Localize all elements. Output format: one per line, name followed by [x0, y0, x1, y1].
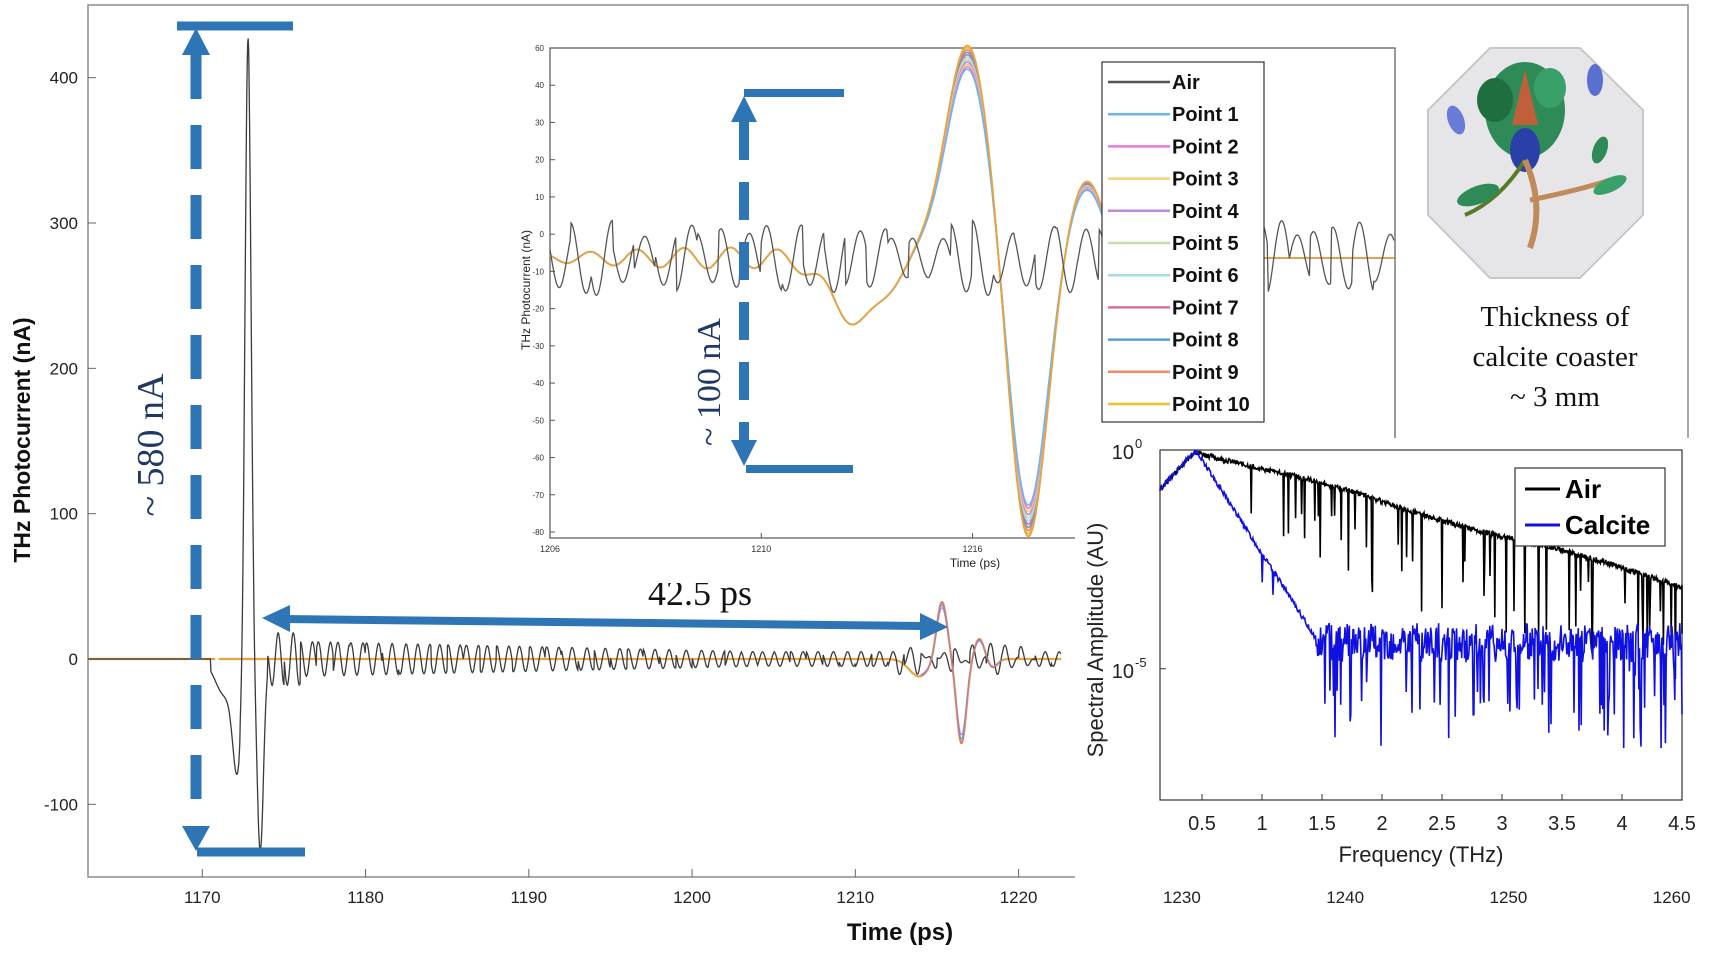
inset-time-legend-label: Point 9 [1172, 362, 1239, 384]
amplitude-arrow-580: ~ 580 nA [130, 21, 305, 857]
inset-spectrum-x-tick-label: 4 [1616, 813, 1627, 835]
inset-spectrum-x-tick-label: 0.5 [1188, 813, 1216, 835]
inset-time-legend: Air Point 1 Point 2 Point 3 Point 4 Point 5 Po… [1101, 61, 1265, 423]
inset-time-y-tick-label: 30 [535, 118, 544, 127]
inset-spectrum-series-air [1159, 450, 1683, 679]
inset-spectrum-y-tick-base: 10 [1112, 661, 1134, 683]
legend-air: Air [1565, 474, 1601, 504]
inset-spectrum-series-calcite [1159, 449, 1683, 749]
inset-time-y-tick-label: 10 [535, 193, 544, 202]
inset-time-legend-label: Point 6 [1172, 265, 1239, 287]
inset-time-y-tick-label: -60 [532, 454, 544, 463]
main-y-tick-label: 0 [69, 650, 78, 669]
svg-text:Thickness of: Thickness of [1481, 301, 1630, 333]
main-x-tick-label: 1190 [511, 888, 548, 907]
svg-text:~ 3 mm: ~ 3 mm [1510, 381, 1600, 413]
main-y-axis-label: THz Photocurrent (nA) [9, 317, 35, 562]
main-x-tick-label: 1220 [1000, 888, 1038, 907]
inset-time-y-tick-label: -80 [532, 528, 544, 537]
inset-time-x-axis-label: Time (ps) [950, 556, 1000, 570]
main-x-tick-label: 1260 [1653, 888, 1691, 907]
main-chart: 1170 1180 1190 1200 1210 1220 1230 1240 1250 1260… [9, 4, 1691, 946]
calcite-coaster-photo [1427, 47, 1644, 279]
inset-time-legend-label: Point 10 [1172, 394, 1250, 416]
inset-time-legend-label: Point 8 [1172, 330, 1239, 352]
inset-spectrum-x-tick-label: 1 [1256, 813, 1267, 835]
inset-spectrum-x-tick-label: 3.5 [1548, 813, 1576, 835]
inset-time-y-tick-label: -70 [532, 491, 544, 500]
inset-spectrum-y-tick-base: 10 [1112, 442, 1134, 464]
inset-spectrum-y-ticks: 10 010 -5 [1112, 436, 1166, 683]
inset-time-legend-label: Point 5 [1172, 233, 1239, 255]
inset-time-x-tick-label: 1210 [751, 544, 771, 554]
inset-time-y-tick-label: -30 [532, 342, 544, 351]
inset-time-y-tick-label: 60 [535, 44, 544, 53]
inset-time-y-tick-label: 0 [540, 230, 545, 239]
main-y-tick-label: 100 [50, 505, 78, 524]
inset-spectrum-x-tick-label: 4.5 [1668, 813, 1696, 835]
inset-time-legend-label: Point 4 [1172, 201, 1240, 223]
inset-time-y-ticks: 60 40 30 20 10 0 -10 -20 -30 -40 -50 -60 -70 -80 [532, 44, 555, 537]
inset-time-y-tick-label: 40 [535, 81, 544, 90]
inset-time-x-tick-label: 1206 [540, 544, 560, 554]
main-x-tick-label: 1170 [184, 888, 221, 907]
main-x-tick-label: 1250 [1489, 888, 1527, 907]
legend-calcite: Calcite [1565, 510, 1650, 540]
inset-spectrum-x-axis-label: Frequency (THz) [1338, 842, 1503, 867]
main-x-tick-label: 1240 [1326, 888, 1364, 907]
inset-spectrum-x-ticks: 0.5 1 1.5 2 2.5 3 3.5 4 4.5 [1188, 794, 1696, 835]
inset-spectrum-legend: Air Calcite [1514, 467, 1666, 547]
inset-time-legend-label: Point 3 [1172, 169, 1239, 191]
inset-time-y-tick-label: -20 [532, 305, 544, 314]
main-y-tick-label: 200 [50, 359, 78, 378]
amplitude-label-580: ~ 580 nA [130, 373, 172, 517]
inset-time-y-tick-label: 20 [535, 156, 544, 165]
main-x-tick-label: 1210 [836, 888, 874, 907]
inset-spectrum-y-tick-exp: 0 [1135, 436, 1142, 451]
main-y-tick-label: 400 [50, 69, 78, 88]
inset-spectrum-x-tick-label: 2.5 [1428, 813, 1456, 835]
inset-time-legend-label: Point 2 [1172, 136, 1239, 158]
inset-time-y-axis-label: THz Photocurrent (nA) [519, 230, 533, 350]
main-x-tick-label: 1200 [673, 888, 711, 907]
inset-spectrum-y-tick-exp: -5 [1135, 655, 1147, 670]
main-x-tick-label: 1230 [1163, 888, 1201, 907]
main-y-tick-label: -100 [44, 795, 78, 814]
inset-time-legend-label: Point 7 [1172, 297, 1239, 319]
inset-time-x-tick-label: 1216 [962, 544, 982, 554]
amplitude-arrow-100: ~ 100 nA [691, 89, 853, 473]
inset-spectrum-x-tick-label: 3 [1496, 813, 1507, 835]
main-y-tick-label: 300 [50, 214, 78, 233]
inset-spectrum-x-tick-label: 1.5 [1308, 813, 1336, 835]
inset-time-y-tick-label: -40 [532, 379, 544, 388]
photo-caption: Thickness of calcite coaster ~ 3 mm [1472, 301, 1637, 413]
inset-time-legend-label: Point 1 [1172, 104, 1239, 126]
svg-text:calcite coaster: calcite coaster [1472, 341, 1637, 373]
main-x-axis-label: Time (ps) [847, 919, 953, 946]
main-series-point-variant [920, 601, 1003, 744]
main-x-tick-label: 1180 [347, 888, 384, 907]
delay-arrow: 42.5 ps [262, 573, 948, 640]
inset-time-legend-label: Air [1172, 72, 1200, 94]
inset-spectrum-chart: 0.5 1 1.5 2 2.5 3 3.5 4 4.5 10 010 -5 Frequency (T… [1075, 436, 1707, 878]
inset-spectrum-series [1159, 449, 1683, 749]
amplitude-label-100: ~ 100 nA [691, 318, 728, 446]
inset-spectrum-x-tick-label: 2 [1376, 813, 1387, 835]
inset-time-y-tick-label: -10 [532, 267, 544, 276]
inset-time-y-tick-label: -50 [532, 416, 544, 425]
main-series-air [88, 38, 1062, 853]
inset-spectrum-y-axis-label: Spectral Amplitude (AU) [1083, 523, 1108, 758]
